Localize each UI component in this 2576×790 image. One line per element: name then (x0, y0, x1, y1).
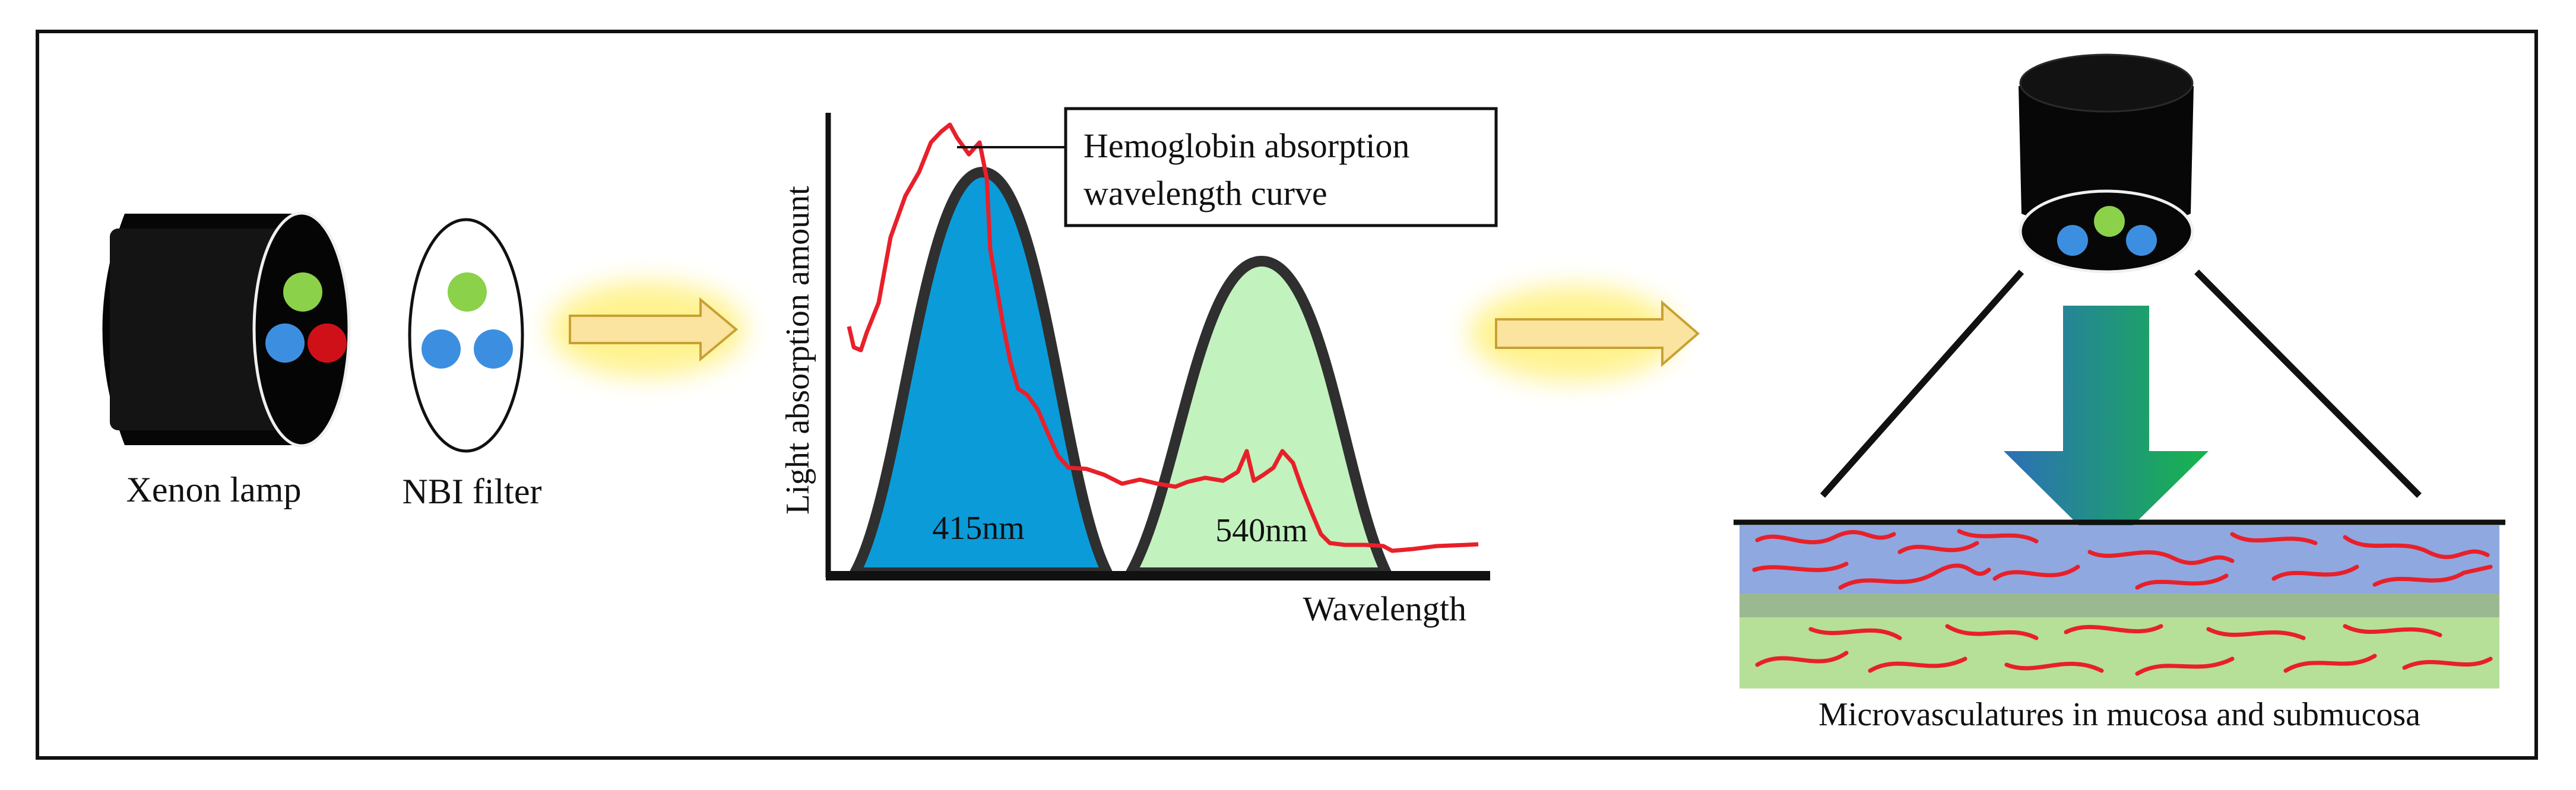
peak-540nm-label: 540nm (1215, 512, 1308, 549)
vessel (2230, 532, 2318, 545)
peak-415nm-fill (850, 167, 1113, 576)
vessel (2064, 624, 2163, 634)
peak-415nm-label: 415nm (932, 510, 1025, 547)
chart-x-axis-label: Wavelength (1303, 589, 1466, 628)
vessel (1992, 564, 2080, 581)
submucosa-vessels (1755, 624, 2493, 676)
flow-arrow-2 (1469, 286, 1700, 381)
vessel (2135, 656, 2235, 676)
tissue-cross-section: Microvasculatures in mucosa and submucos… (1734, 519, 2505, 733)
vessel (1957, 529, 2039, 544)
lamp-red-light (308, 323, 347, 363)
endoscope-blue-light-right (2126, 225, 2157, 256)
vessel (2087, 550, 2235, 566)
vessel (2206, 627, 2306, 640)
peak-540nm-fill (1126, 256, 1392, 576)
vessel (1752, 561, 1849, 572)
lamp-face (252, 211, 351, 448)
xenon-lamp-label: Xenon lamp (126, 470, 302, 509)
endoscope-blue-light-left (2057, 225, 2088, 256)
vessel (1808, 627, 1902, 640)
chart-y-axis-label: Light absorption amount (780, 186, 816, 515)
vessel (1755, 529, 1896, 544)
filter-blue-light-right (474, 329, 513, 369)
light-beam-down-arrow-icon (2004, 306, 2209, 552)
vessel (1945, 624, 2039, 640)
endoscope-camera (1820, 53, 2422, 498)
vessel (2271, 564, 2359, 581)
vessel (2343, 535, 2490, 560)
filter-disc (408, 218, 524, 453)
vessel (1897, 541, 1979, 554)
vessel (1838, 563, 1991, 590)
vessel (2283, 653, 2377, 673)
arrow-right-icon (1495, 300, 1700, 367)
vessel (2402, 656, 2493, 670)
arrow-right-icon (569, 297, 739, 362)
view-cone-left (1820, 269, 2024, 498)
view-cone-right (2194, 269, 2422, 498)
lamp-blue-light (265, 323, 305, 363)
xenon-lamp: Xenon lamp (102, 211, 351, 509)
flow-arrow-1 (549, 282, 745, 377)
filter-green-light (448, 272, 487, 312)
callout-box (1064, 107, 1498, 227)
mucosa-layer (1739, 525, 2499, 597)
absorption-chart: 415nm 540nm Light absorption amount Wave… (780, 107, 1498, 628)
vessel (2135, 573, 2229, 590)
mucosa-transition (1739, 594, 2499, 617)
filter-blue-light-left (422, 329, 461, 369)
callout-line-1: Hemoglobin absorption (1083, 126, 1409, 165)
endoscope-green-light (2094, 206, 2125, 237)
lamp-green-light (283, 272, 322, 312)
nbi-filter-label: NBI filter (403, 472, 542, 511)
endoscope-top (2019, 53, 2194, 113)
vessel (2004, 661, 2104, 673)
tissue-caption: Microvasculatures in mucosa and submucos… (1818, 696, 2420, 733)
vessel (2372, 564, 2493, 587)
lamp-band (110, 229, 288, 430)
vessel (2343, 624, 2442, 637)
vessel (1868, 656, 1967, 673)
vessel (1755, 651, 1849, 667)
mucosa-vessels (1752, 529, 2493, 590)
hemoglobin-absorption-curve (847, 122, 1479, 553)
figure-frame (36, 30, 2538, 760)
callout-line-2: wavelength curve (1083, 174, 1327, 212)
nbi-filter: NBI filter (403, 218, 542, 511)
